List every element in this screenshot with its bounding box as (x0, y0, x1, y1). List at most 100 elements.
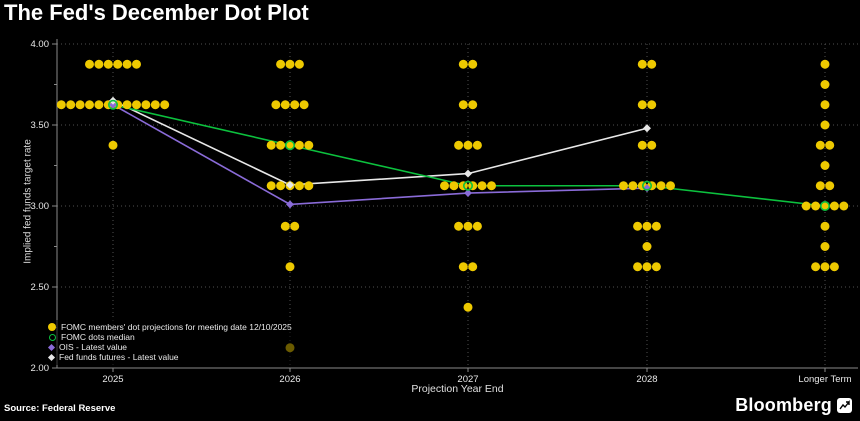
fomc-dot (651, 221, 661, 231)
legend-marker-white-diamond-icon (47, 353, 56, 361)
fomc-dot (628, 181, 638, 191)
fomc-dot (619, 181, 628, 191)
fomc-dot (458, 100, 468, 110)
series-line-fomc-dots-median (112, 103, 826, 207)
fomc-dot (454, 140, 464, 150)
fomc-dot (811, 262, 821, 272)
bloomberg-terminal-icon (837, 398, 852, 413)
fomc-dot (294, 181, 304, 191)
fomc-dot (141, 100, 151, 110)
fomc-dot (280, 221, 290, 231)
fomc-dot (122, 100, 132, 110)
fomc-dot (477, 181, 487, 191)
fomc-dot (656, 181, 666, 191)
fomc-dot (85, 100, 94, 110)
fomc-dot (820, 242, 830, 251)
fomc-dot (815, 140, 825, 150)
fomc-dot (829, 201, 839, 211)
fomc-dot (304, 181, 314, 191)
fomc-dot (487, 181, 496, 191)
legend-item-median: FOMC dots median (48, 332, 292, 342)
fomc-dot (160, 100, 170, 110)
legend-marker-yellow-dot-icon (48, 323, 56, 331)
median-ring-marker (819, 201, 830, 212)
fomc-dot (276, 140, 286, 150)
fomc-dot (815, 181, 825, 191)
fomc-dot (468, 100, 478, 110)
fomc-dot (820, 59, 830, 69)
fomc-dot (811, 201, 821, 211)
fomc-dot (651, 262, 661, 272)
fomc-dot (56, 100, 66, 110)
fomc-dot (290, 221, 300, 231)
legend-marker-green-ring-icon (49, 333, 56, 341)
fomc-dot (472, 140, 482, 150)
legend-label: OIS - Latest value (59, 342, 128, 352)
fomc-dot (75, 100, 85, 110)
chart-legend: FOMC members' dot projections for meetin… (44, 320, 298, 365)
fomc-dot (468, 59, 478, 69)
latest-value-marker (286, 180, 294, 189)
fomc-dot (468, 262, 478, 272)
y-tick-label: 2.50 (31, 282, 50, 293)
x-axis-title: Projection Year End (411, 383, 504, 395)
median-ring-marker (284, 140, 295, 151)
fomc-dot (666, 181, 675, 191)
fomc-dot (285, 140, 295, 150)
median-ring-marker (641, 180, 652, 191)
fomc-dot (647, 100, 657, 110)
fomc-dot (633, 262, 643, 272)
legend-item-fomc-dots: FOMC members' dot projections for meetin… (48, 322, 292, 332)
fomc-dot (285, 59, 295, 69)
fomc-dot (271, 100, 281, 110)
fomc-dot (820, 161, 830, 170)
series-line-ois-latest-value (112, 104, 648, 206)
fomc-dot (463, 140, 473, 150)
x-tick-label: 2025 (102, 374, 123, 385)
fomc-dot (647, 140, 657, 150)
fomc-dot (94, 100, 104, 110)
fomc-dot (637, 100, 647, 110)
fomc-dot (463, 302, 473, 312)
y-axis-title: Implied fed funds target rate (22, 139, 34, 264)
y-tick-label: 3.50 (31, 120, 50, 131)
fomc-dot (132, 59, 141, 69)
fomc-dot (637, 140, 647, 150)
latest-value-marker (286, 200, 294, 209)
legend-label: FOMC members' dot projections for meetin… (61, 322, 292, 332)
series-line-fed-funds-futures-latest-value (112, 99, 648, 186)
fomc-dot (150, 100, 160, 110)
fomc-dot (820, 120, 830, 130)
fomc-dot (642, 221, 652, 231)
fomc-dot (113, 59, 123, 69)
fomc-dot (801, 201, 811, 211)
fomc-dot (463, 221, 473, 231)
latest-value-marker (464, 169, 472, 178)
fomc-dot (647, 59, 657, 69)
fomc-dot (839, 201, 849, 211)
fomc-dot (820, 80, 830, 89)
fomc-dot (820, 262, 830, 272)
x-tick-label: Longer Term (798, 374, 851, 385)
fomc-dot (280, 100, 290, 110)
x-tick-label: 2026 (279, 374, 300, 385)
y-tick-label: 4.00 (31, 39, 50, 50)
bloomberg-wordmark: Bloomberg (735, 395, 852, 416)
fomc-dot (820, 201, 830, 211)
fomc-dot (294, 59, 304, 69)
fomc-dot (94, 59, 104, 69)
fomc-dot (458, 262, 468, 272)
fomc-dot (85, 59, 94, 69)
bloomberg-logo-text: Bloomberg (735, 395, 832, 415)
latest-value-marker (109, 100, 117, 109)
legend-marker-purple-diamond-icon (47, 343, 56, 351)
x-tick-label: 2027 (457, 374, 478, 385)
fomc-dot (285, 262, 295, 272)
legend-label: Fed funds futures - Latest value (59, 352, 179, 362)
fomc-dot (825, 140, 835, 150)
legend-item-ois: OIS - Latest value (47, 342, 292, 352)
median-ring-marker (462, 180, 473, 191)
fomc-dot (266, 181, 276, 191)
fomc-dot (290, 100, 300, 110)
